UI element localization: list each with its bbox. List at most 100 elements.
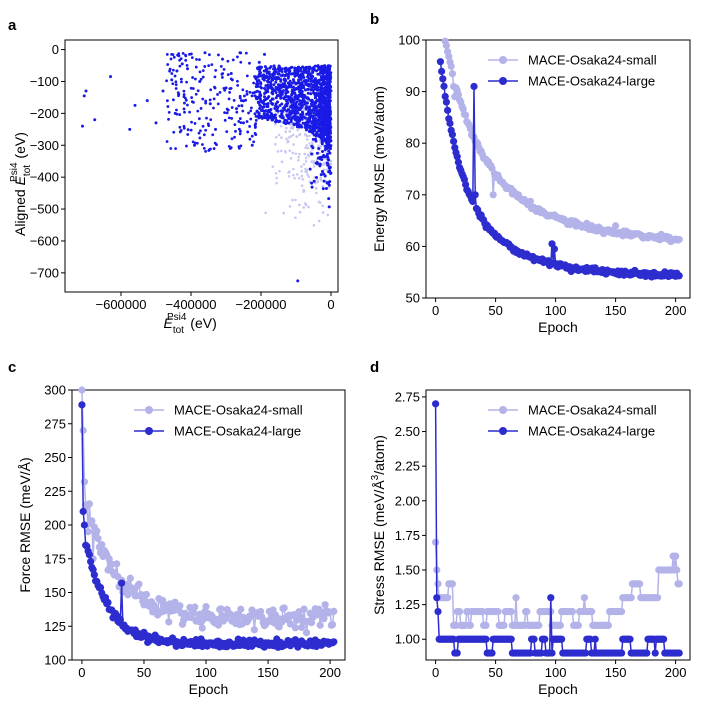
panel-a-point xyxy=(307,129,311,133)
panel-a-point xyxy=(310,185,314,189)
panel-a-point xyxy=(190,56,194,60)
panel-a-point xyxy=(230,116,234,120)
panel-b-series-small-point xyxy=(466,125,474,133)
legend-label: MACE-Osaka24-large xyxy=(174,424,301,439)
panel-a-point-faint xyxy=(291,198,294,202)
panel-c-ytick-label: 150 xyxy=(44,585,66,600)
panel-a-point xyxy=(326,122,330,126)
panel-a-point xyxy=(262,86,266,90)
panel-a-point-faint xyxy=(306,146,310,150)
ylabel-main: Stress RMSE (meV/Å xyxy=(371,480,387,615)
panel-a-point xyxy=(327,119,331,123)
panel-a-point-faint xyxy=(287,174,291,178)
panel-d-series-small-point xyxy=(580,594,589,602)
panel-d-xtick-label: 150 xyxy=(605,665,627,680)
panel-a-point-faint xyxy=(305,144,308,147)
panel-a-point xyxy=(299,83,303,87)
legend-marker xyxy=(145,406,153,414)
panel-a-point xyxy=(167,117,170,121)
panel-a-point-faint xyxy=(297,176,301,180)
panel-a-point-faint xyxy=(291,133,295,137)
panel-a-point xyxy=(233,123,237,127)
panel-b-xtick-label: 100 xyxy=(545,303,567,318)
panel-a-point xyxy=(304,126,308,130)
panel-a-axes-frame xyxy=(64,39,339,293)
panel-a-outlier xyxy=(229,71,233,75)
panel-a-point xyxy=(305,71,309,75)
panel-a-point xyxy=(190,96,194,99)
panel-a-point xyxy=(294,108,298,112)
panel-a-point-faint xyxy=(288,149,292,152)
panel-a-point-faint xyxy=(271,165,275,168)
panel-a-point-faint xyxy=(275,135,278,139)
panel-a-point xyxy=(293,117,297,121)
panel-a-point xyxy=(323,105,327,109)
panel-a-point xyxy=(190,120,193,124)
panel-a-point xyxy=(283,118,287,122)
panel-a-point xyxy=(223,88,227,92)
panel-a-outlier xyxy=(161,89,165,93)
panel-a-point xyxy=(309,82,313,86)
panel-a-point xyxy=(306,79,310,83)
panel-c-series-large-point xyxy=(80,521,89,529)
panel-c-series-small-point xyxy=(286,620,294,628)
panel-a-point xyxy=(266,117,270,121)
panel-a-point xyxy=(225,111,229,115)
panel-a-point-faint xyxy=(276,150,280,153)
panel-a-point xyxy=(186,133,190,136)
panel-a-point-faint xyxy=(274,122,277,126)
panel-a-point xyxy=(240,104,244,107)
panel-a-point-faint xyxy=(297,159,300,162)
panel-b-series-small-point xyxy=(442,41,450,50)
panel-a-plot-area: −600000 −400000 −200000 0 0 −100 −200 −300 −400 −… xyxy=(9,39,339,336)
panel-d-series-large-point xyxy=(643,649,651,657)
panel-d-series-small-point xyxy=(444,594,452,602)
panel-a-point xyxy=(314,79,318,83)
panel-a-point xyxy=(299,67,303,71)
panel-a-point xyxy=(226,73,230,76)
panel-a-outlier xyxy=(84,89,88,93)
panel-c-series-small-point xyxy=(250,626,259,634)
panel-a-point xyxy=(220,76,224,79)
panel-a-point xyxy=(199,107,203,110)
panel-a-letter: a xyxy=(8,17,17,34)
panel-c-ytick-label: 225 xyxy=(44,484,66,499)
panel-a-point xyxy=(324,123,328,127)
panel-a-point xyxy=(270,77,274,81)
panel-a-point-faint xyxy=(279,124,283,128)
panel-a-point xyxy=(293,66,297,70)
panel-a-point xyxy=(317,114,321,118)
panel-d-series-large-point xyxy=(548,649,556,657)
panel-a-point xyxy=(292,80,296,84)
panel-a-point-faint xyxy=(301,178,305,181)
panel-a-point xyxy=(248,90,252,94)
panel-a-point xyxy=(288,110,292,114)
panel-b-series-small-point xyxy=(445,52,453,61)
panel-d-series-small-point xyxy=(523,607,531,616)
panel-a-point xyxy=(264,109,268,113)
panel-a-point xyxy=(280,115,284,119)
panel-a-point xyxy=(239,144,243,148)
panel-a-point xyxy=(196,89,200,93)
panel-d-series-large-line xyxy=(434,403,680,654)
panel-a-point-faint xyxy=(283,149,287,153)
panel-a-point xyxy=(180,80,183,84)
panel-a-point xyxy=(313,92,317,96)
panel-a-point xyxy=(312,127,316,131)
panel-a-point xyxy=(279,78,283,82)
panel-a-point xyxy=(314,137,318,141)
panel-a-outlier xyxy=(109,75,112,79)
panel-c-series-small-point xyxy=(328,620,337,629)
panel-a-point xyxy=(248,61,251,65)
panel-a-point xyxy=(328,165,332,169)
panel-a-point xyxy=(312,111,316,115)
panel-a-point xyxy=(271,74,275,78)
panel-c-xtick-label: 150 xyxy=(257,665,279,680)
panel-a-point xyxy=(326,64,330,68)
panel-a-point-faint xyxy=(264,211,267,215)
panel-a-point xyxy=(165,52,169,56)
ylabel-sup: Psi4 xyxy=(9,162,20,182)
panel-a-point xyxy=(327,103,331,107)
panel-a-point xyxy=(174,87,178,90)
panel-c-series-small-point xyxy=(297,623,306,632)
